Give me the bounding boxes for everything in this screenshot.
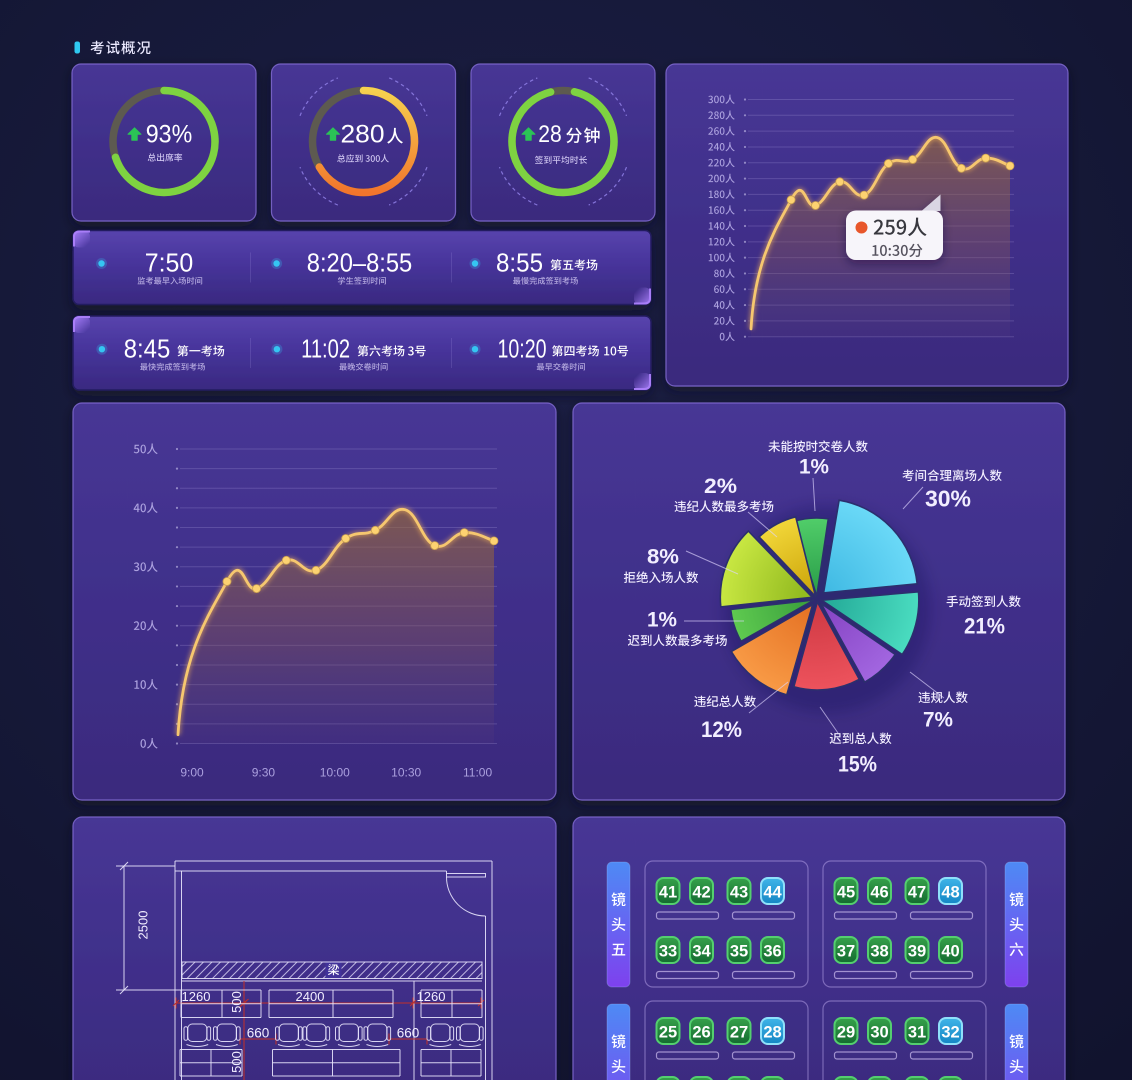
svg-text:1260: 1260 bbox=[417, 989, 446, 1004]
svg-text:34: 34 bbox=[692, 942, 711, 960]
svg-text:43: 43 bbox=[730, 883, 748, 901]
svg-text:2500: 2500 bbox=[136, 911, 151, 940]
svg-text:9:30: 9:30 bbox=[252, 765, 276, 779]
svg-text:500: 500 bbox=[229, 991, 244, 1013]
svg-text:25: 25 bbox=[659, 1023, 677, 1041]
svg-text:8:55: 8:55 bbox=[496, 250, 543, 278]
svg-text:8:20–8:55: 8:20–8:55 bbox=[307, 250, 413, 278]
svg-text:660: 660 bbox=[397, 1025, 420, 1040]
svg-text:29: 29 bbox=[837, 1023, 855, 1041]
svg-text:7%: 7% bbox=[923, 709, 953, 732]
svg-text:660: 660 bbox=[247, 1025, 270, 1040]
svg-text:11:00: 11:00 bbox=[463, 765, 492, 779]
svg-text:30: 30 bbox=[870, 1023, 888, 1041]
svg-text:42: 42 bbox=[692, 883, 710, 901]
svg-text:39: 39 bbox=[908, 942, 926, 960]
svg-text:40: 40 bbox=[941, 942, 959, 960]
svg-text:47: 47 bbox=[908, 883, 926, 901]
svg-text:93%: 93% bbox=[146, 120, 193, 148]
svg-text:8%: 8% bbox=[647, 546, 679, 569]
svg-text:280: 280 bbox=[341, 120, 385, 148]
svg-text:32: 32 bbox=[941, 1023, 959, 1041]
svg-text:1%: 1% bbox=[647, 609, 677, 632]
svg-text:30%: 30% bbox=[925, 486, 971, 512]
svg-text:500: 500 bbox=[229, 1051, 244, 1073]
svg-text:45: 45 bbox=[837, 883, 855, 901]
svg-text:2%: 2% bbox=[704, 475, 737, 498]
svg-text:36: 36 bbox=[763, 942, 781, 960]
svg-text:8:45: 8:45 bbox=[124, 336, 171, 364]
svg-text:11:02: 11:02 bbox=[301, 336, 350, 364]
svg-text:21%: 21% bbox=[964, 613, 1005, 638]
svg-text:33: 33 bbox=[659, 942, 677, 960]
svg-text:1260: 1260 bbox=[182, 989, 211, 1004]
svg-text:48: 48 bbox=[941, 883, 959, 901]
svg-text:41: 41 bbox=[659, 883, 677, 901]
svg-text:10:20: 10:20 bbox=[498, 336, 547, 364]
svg-text:28: 28 bbox=[763, 1023, 781, 1041]
svg-text:44: 44 bbox=[763, 883, 782, 901]
svg-text:15%: 15% bbox=[838, 751, 877, 776]
svg-text:35: 35 bbox=[730, 942, 748, 960]
svg-text:27: 27 bbox=[730, 1023, 748, 1041]
svg-text:38: 38 bbox=[870, 942, 888, 960]
svg-text:7:50: 7:50 bbox=[145, 250, 194, 278]
svg-text:31: 31 bbox=[908, 1023, 926, 1041]
svg-text:2400: 2400 bbox=[296, 989, 325, 1004]
svg-text:46: 46 bbox=[870, 883, 888, 901]
svg-text:10:30: 10:30 bbox=[391, 765, 421, 779]
svg-text:26: 26 bbox=[692, 1023, 710, 1041]
svg-text:1%: 1% bbox=[799, 456, 829, 479]
svg-text:10:00: 10:00 bbox=[320, 765, 350, 779]
svg-text:12%: 12% bbox=[701, 717, 742, 742]
svg-text:37: 37 bbox=[837, 942, 855, 960]
svg-text:28: 28 bbox=[538, 121, 562, 148]
svg-text:9:00: 9:00 bbox=[180, 765, 204, 779]
